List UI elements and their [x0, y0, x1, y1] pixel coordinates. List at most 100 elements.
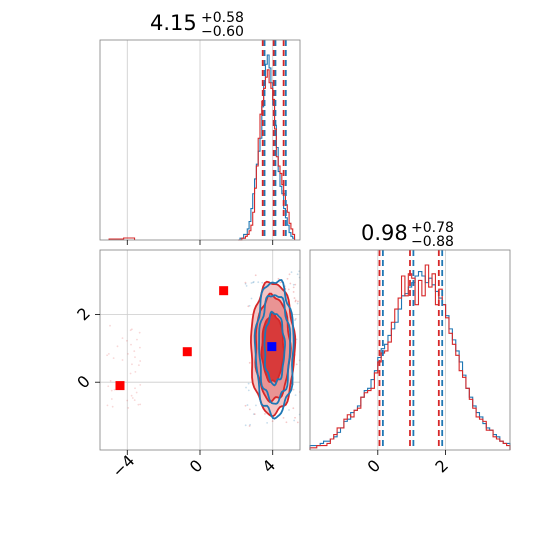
sample-point [127, 352, 129, 355]
sample-point [126, 399, 129, 402]
sample-point [249, 423, 251, 426]
sample-point [264, 413, 266, 415]
sample-point [125, 339, 128, 342]
axis-ticks: −4 0 4 0 2 [73, 304, 279, 481]
sample-point [248, 361, 251, 364]
sample-point [130, 394, 133, 397]
sample-point [294, 299, 297, 302]
sample-point [245, 386, 247, 389]
panel-title-lower-error: −0.88 [411, 234, 454, 250]
sample-point [246, 404, 249, 406]
sample-point [296, 421, 299, 424]
sample-point [292, 291, 295, 293]
sample-point [139, 384, 142, 386]
sample-point [130, 343, 132, 346]
sample-point [279, 281, 282, 284]
sample-point [129, 329, 132, 332]
point-markers [115, 286, 277, 391]
sample-point [244, 281, 247, 284]
sample-point [244, 283, 247, 285]
sample-point [106, 354, 109, 357]
histogram-red [309, 264, 511, 450]
sample-point [247, 382, 250, 385]
histogram-panel-param1: 4.15 +0.58 −0.60 [99, 10, 301, 245]
histogram-blue [238, 54, 296, 241]
sample-point [134, 370, 137, 373]
sample-point [252, 413, 255, 416]
x-tick-label: 4 [259, 456, 280, 477]
sample-point [245, 285, 248, 287]
x-tick-label: −4 [108, 451, 138, 481]
x-tick-label: 2 [431, 456, 452, 477]
y-tick-label: 0 [73, 372, 94, 393]
sample-point [248, 408, 251, 411]
sample-point [129, 372, 132, 375]
sample-point [136, 338, 138, 341]
sample-point [139, 360, 142, 362]
panel-title-value: 0.98 [361, 221, 408, 245]
sample-point [130, 328, 133, 331]
sample-point [257, 281, 260, 284]
sample-point [131, 397, 134, 399]
sample-point [244, 404, 247, 407]
x-ticks [126, 240, 274, 245]
sample-point [297, 300, 299, 303]
sample-point [294, 300, 297, 303]
marker-blue [267, 342, 277, 352]
sample-point [137, 403, 140, 406]
sample-point [292, 407, 295, 410]
sample-point [250, 297, 253, 300]
sample-point [244, 424, 247, 427]
sample-point [107, 352, 110, 355]
sample-point [109, 324, 111, 327]
sample-point [294, 416, 296, 419]
sample-point [292, 388, 295, 391]
sample-point [296, 273, 299, 276]
quantile-lines [378, 250, 444, 450]
sample-point [255, 404, 257, 407]
sample-point [133, 399, 136, 401]
sample-point [121, 337, 124, 339]
sample-point [254, 274, 257, 277]
marker-red [182, 347, 192, 357]
sample-point [252, 281, 254, 284]
sample-point [134, 387, 136, 390]
sample-point [290, 271, 293, 274]
axes-frame [309, 249, 511, 451]
sample-point [294, 394, 297, 397]
sample-point [294, 319, 296, 321]
histogram-red-tail [108, 237, 136, 240]
panel-title-lower-error: −0.60 [201, 24, 244, 40]
sample-point [133, 350, 136, 353]
marker-red [219, 286, 229, 296]
sample-point [134, 356, 136, 359]
quantile-lines [261, 40, 287, 240]
sample-point [247, 305, 250, 308]
sample-point [295, 338, 298, 341]
sample-point [138, 331, 141, 334]
marker-red [115, 381, 125, 391]
panel-title-upper-error: +0.58 [201, 10, 244, 26]
sample-point [112, 357, 115, 360]
sample-point [139, 403, 142, 406]
sample-point [289, 282, 292, 285]
sample-point [113, 388, 116, 391]
histogram-series [309, 264, 511, 450]
sample-point [253, 413, 256, 415]
sample-point [127, 407, 130, 409]
sample-point [294, 283, 297, 286]
grid-lines [377, 250, 446, 450]
sample-point [110, 389, 113, 392]
sample-point [116, 345, 119, 348]
contour-panel: −4 0 4 0 2 [73, 249, 301, 481]
sample-point [252, 281, 255, 283]
sample-point [293, 297, 296, 299]
sample-point [288, 409, 290, 411]
sample-point [107, 385, 110, 388]
sample-point [285, 421, 288, 424]
sample-point [131, 363, 133, 366]
sample-point [266, 422, 269, 424]
contour-blue [253, 279, 295, 420]
